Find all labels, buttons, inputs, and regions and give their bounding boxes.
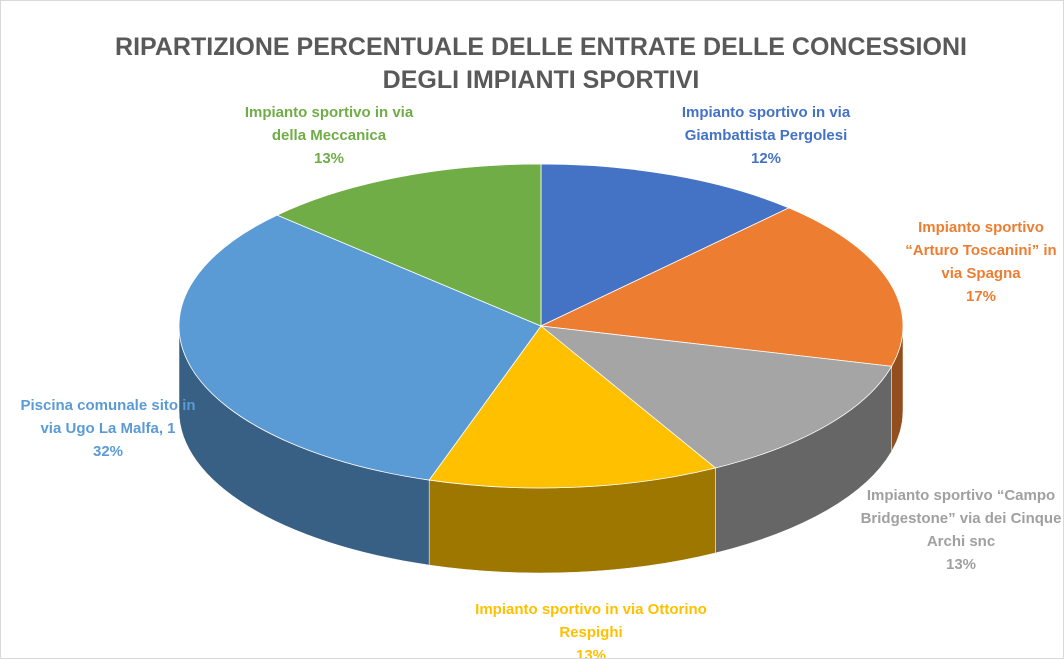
slice xyxy=(178,214,542,481)
category-label: Piscina comunale sito in via Ugo La Malf… xyxy=(20,397,196,437)
value-label: 13% xyxy=(945,556,977,573)
category-label: Impianto sportivo in via Giambattista Pe… xyxy=(681,104,851,144)
data-label: Impianto sportivo “Arturo Toscanini” in … xyxy=(894,216,1064,308)
data-label: Impianto sportivo in via Giambattista Pe… xyxy=(651,101,881,170)
category-label: Impianto sportivo in via della Meccanica xyxy=(244,104,414,144)
category-label: Impianto sportivo “Arturo Toscanini” in … xyxy=(905,219,1057,282)
data-label: Piscina comunale sito in via Ugo La Malf… xyxy=(8,394,208,463)
value-label: 32% xyxy=(92,443,124,460)
chart-title: RIPARTIZIONE PERCENTUALE DELLE ENTRATE D… xyxy=(115,33,967,94)
value-label: 12% xyxy=(750,150,782,167)
slice xyxy=(539,207,904,367)
value-label: 17% xyxy=(965,288,997,305)
category-label: Impianto sportivo in via Ottorino Respig… xyxy=(475,601,707,641)
slice xyxy=(540,163,790,327)
slice xyxy=(428,325,717,489)
data-label: Impianto sportivo in via della Meccanica… xyxy=(229,101,429,170)
slice xyxy=(539,325,893,469)
data-label: Impianto sportivo “Campo Bridgestone” vi… xyxy=(849,484,1064,576)
value-label: 13% xyxy=(313,150,345,167)
category-label: Impianto sportivo “Campo Bridgestone” vi… xyxy=(860,487,1062,550)
data-label: Impianto sportivo in via Ottorino Respig… xyxy=(471,598,711,659)
slice xyxy=(276,163,542,327)
value-label: 13% xyxy=(575,647,607,659)
